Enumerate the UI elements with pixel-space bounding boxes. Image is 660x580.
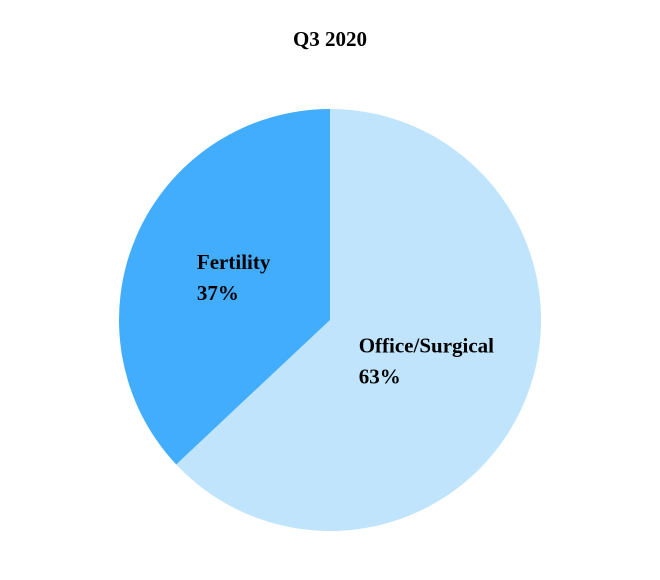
slice-label: Fertility [197,250,271,274]
value-label: 37% [197,281,239,305]
slice-label: Office/Surgical [359,334,494,358]
value-label: 63% [359,365,401,389]
pie-slice [119,109,330,465]
chart-title: Q3 2020 [293,27,367,51]
pie-slice [176,109,541,531]
